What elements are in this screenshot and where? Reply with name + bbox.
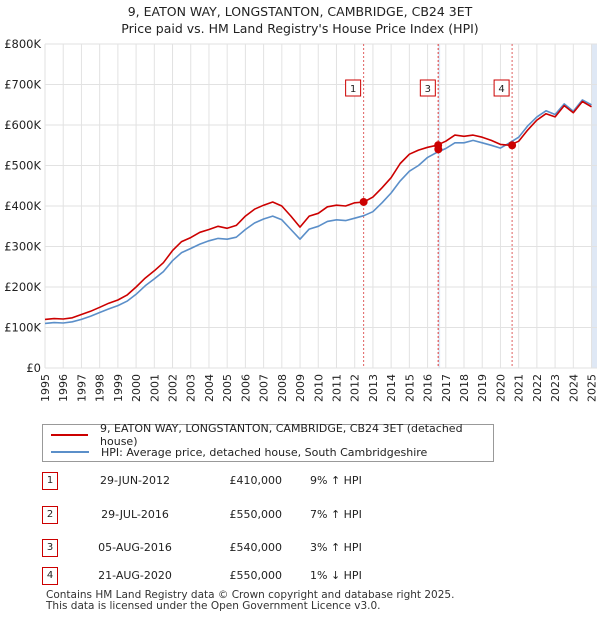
sale-number-badge: 1 (42, 472, 58, 490)
table-row: 3 05-AUG-2016 £540,000 3% ↑ HPI (42, 539, 422, 557)
x-tick-label: 2025 (586, 374, 599, 402)
sale-number-badge: 3 (42, 539, 58, 557)
y-tick-label: £0 (26, 361, 41, 375)
table-row: 4 21-AUG-2020 £550,000 1% ↓ HPI (42, 567, 422, 585)
x-tick-label: 1999 (112, 374, 125, 402)
price-chart: 1995 1996 1997 1998 1999 2000 2001 2002 2003 2004… (4, 37, 599, 402)
sale-hpi-diff: 9% ↑ HPI (310, 474, 362, 487)
sale-label-box (493, 79, 510, 97)
footer-line-copyright: Contains HM Land Registry data © Crown c… (46, 589, 455, 601)
y-tick-label: £300K (4, 240, 41, 254)
sale-date: 29-JUN-2012 (99, 474, 171, 487)
x-tick-label: 2005 (221, 374, 234, 402)
hpi-line (44, 99, 592, 325)
x-tick-label: 2010 (312, 374, 325, 402)
sale-hpi-diff: 7% ↑ HPI (310, 508, 362, 521)
x-tick-label: 2000 (130, 374, 143, 402)
sale-label-box (419, 79, 436, 97)
sale-hpi-diff: 3% ↑ HPI (310, 541, 362, 554)
sale-label-text: 4 (498, 84, 504, 95)
sale-price: £550,000 (229, 508, 283, 521)
sale-point (434, 145, 443, 154)
x-tick-label: 2018 (458, 374, 471, 402)
x-tick-label: 2014 (385, 374, 398, 402)
x-tick-label: 2008 (276, 374, 289, 402)
x-tick-label: 2003 (185, 374, 198, 402)
x-tick-label: 2007 (258, 374, 271, 402)
y-tick-label: £500K (4, 159, 41, 173)
sale-label-box (345, 79, 362, 97)
x-tick-label: 2013 (367, 374, 380, 402)
y-tick-label: £200K (4, 280, 41, 294)
footer-line-licence: This data is licensed under the Open Gov… (46, 600, 381, 612)
x-tick-label: 2021 (513, 374, 526, 402)
x-tick-label: 2023 (549, 374, 562, 402)
sale-price: £550,000 (229, 569, 283, 582)
x-tick-label: 2017 (440, 374, 453, 402)
x-tick-label: 2016 (422, 374, 435, 402)
y-tick-label: £700K (4, 78, 41, 92)
x-tick-label: 2004 (203, 374, 216, 402)
sale-date: 29-JUL-2016 (101, 508, 169, 521)
x-tick-label: 2001 (148, 374, 161, 402)
footer-attribution: Contains HM Land Registry data © Crown c… (46, 590, 454, 612)
y-tick-label: £800K (4, 37, 41, 51)
x-tick-label: 2006 (239, 374, 252, 402)
legend-label-property: 9, EATON WAY, LONGSTANTON, CAMBRIDGE, CB… (100, 422, 463, 448)
chart-subtitle: Price paid vs. HM Land Registry's House … (121, 21, 479, 36)
sale-date: 05-AUG-2016 (98, 541, 172, 554)
sale-price: £540,000 (229, 541, 283, 554)
x-tick-label: 1995 (39, 374, 52, 402)
sale-number-badge: 4 (42, 567, 58, 585)
legend-swatch-hpi (51, 451, 89, 453)
sale-point (508, 141, 517, 150)
x-tick-label: 2015 (403, 374, 416, 402)
sale-date: 21-AUG-2020 (98, 569, 172, 582)
x-tick-label: 2019 (476, 374, 489, 402)
sale-price: £410,000 (229, 474, 283, 487)
sale-number-badge: 2 (42, 506, 58, 524)
x-tick-label: 2009 (294, 374, 307, 402)
sale-label-text: 3 (425, 84, 431, 95)
sale-hpi-diff: 1% ↓ HPI (310, 569, 362, 582)
property-price-line (44, 100, 592, 321)
x-tick-label: 2020 (494, 374, 507, 402)
legend-label-hpi: HPI: Average price, detached house, Sout… (101, 445, 428, 459)
x-tick-label: 2012 (349, 374, 362, 402)
y-tick-label: £600K (4, 118, 41, 132)
x-tick-label: 2011 (330, 374, 343, 402)
table-row: 2 29-JUL-2016 £550,000 7% ↑ HPI (42, 506, 422, 524)
legend-item-property: 9, EATON WAY, LONGSTANTON, CAMBRIDGE, CB… (51, 422, 493, 448)
x-tick-label: 1997 (75, 374, 88, 402)
y-tick-label: £400K (4, 199, 41, 213)
legend-item-hpi: HPI: Average price, detached house, Sout… (51, 444, 427, 460)
sale-point (359, 197, 368, 206)
chart-title: 9, EATON WAY, LONGSTANTON, CAMBRIDGE, CB… (127, 4, 473, 19)
y-tick-label: £100K (4, 321, 41, 335)
table-row: 1 29-JUN-2012 £410,000 9% ↑ HPI (42, 472, 422, 490)
chart-legend: 9, EATON WAY, LONGSTANTON, CAMBRIDGE, CB… (42, 422, 494, 462)
x-tick-label: 2002 (167, 374, 180, 402)
legend-swatch-property (51, 434, 89, 436)
x-tick-label: 2024 (567, 374, 580, 402)
sale-label-text: 1 (350, 84, 356, 95)
x-tick-label: 2022 (531, 374, 544, 402)
x-tick-label: 1996 (57, 374, 70, 402)
x-tick-label: 1998 (94, 374, 107, 402)
